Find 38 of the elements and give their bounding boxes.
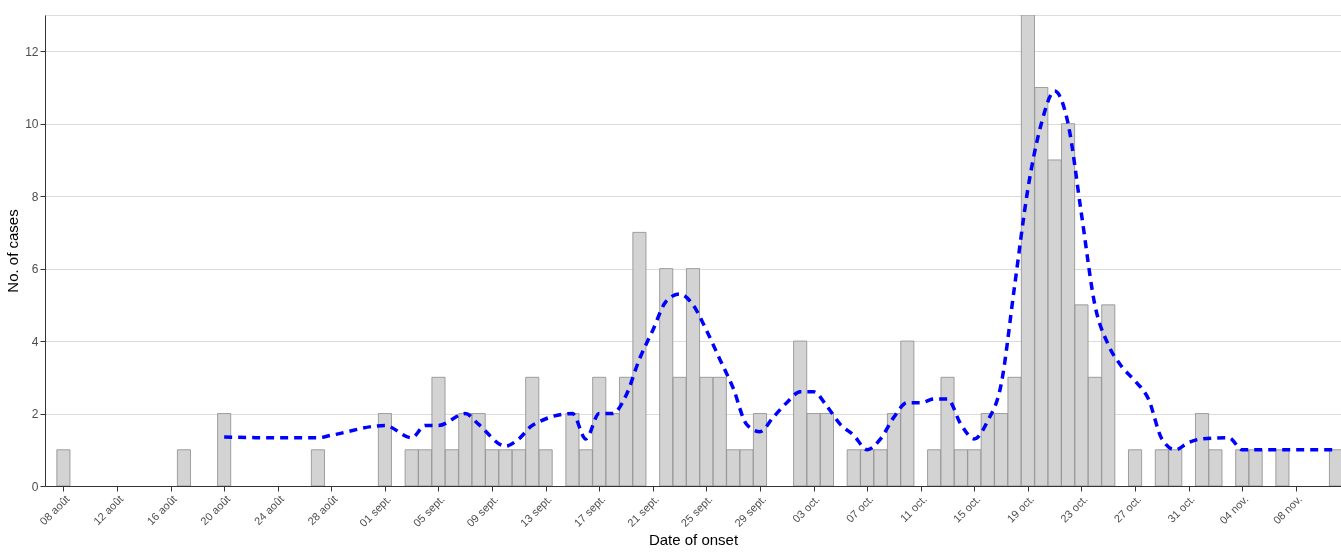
x-tick-label: 11 oct. <box>897 492 930 525</box>
x-tick-label: 31 oct. <box>1165 492 1197 525</box>
y-tick-label: 12 <box>25 44 39 59</box>
x-tick-label: 20 août <box>197 492 233 528</box>
x-tick-label: 25 sept. <box>678 492 715 529</box>
y-tick-label: 8 <box>31 189 39 204</box>
y-tick-label: 10 <box>25 117 39 132</box>
x-tick-label: 07 oct. <box>843 492 876 525</box>
x-tick-label: 01 sept. <box>357 492 394 529</box>
x-tick-label: 03 oct. <box>790 492 822 525</box>
x-tick-label: 21 sept. <box>624 492 662 529</box>
x-axis-title: Date of onset <box>648 530 739 548</box>
y-tick-label: 6 <box>31 262 39 277</box>
x-tick-label: 08 nov. <box>1270 492 1305 527</box>
y-tick-label: 0 <box>31 479 39 494</box>
x-tick-label: 09 sept. <box>464 492 501 529</box>
x-tick-label: 29 sept. <box>732 492 769 529</box>
x-tick-label: 15 oct. <box>950 492 983 525</box>
x-tick-label: 28 août <box>305 492 340 528</box>
bar <box>176 449 191 486</box>
x-tick-label: 13 sept. <box>517 492 554 529</box>
y-tick-label: 2 <box>31 407 39 422</box>
x-tick-label: 24 août <box>251 492 287 528</box>
bar <box>310 449 325 486</box>
y-tick-label: 4 <box>31 334 39 349</box>
x-tick-label: 04 nov. <box>1217 492 1251 527</box>
x-tick-label: 17 sept. <box>571 492 608 529</box>
bar <box>1275 449 1290 486</box>
x-tick-label: 27 oct. <box>1111 492 1144 525</box>
x-tick-label: 05 sept. <box>410 492 447 529</box>
x-tick-label: 19 oct. <box>1004 492 1037 525</box>
x-tick-label: 08 août <box>37 492 72 528</box>
bar <box>1128 449 1143 486</box>
bar <box>56 449 71 486</box>
x-tick-label: 23 oct. <box>1057 492 1090 525</box>
x-tick-label: 16 août <box>144 492 179 528</box>
x-tick-label: 12 août <box>90 492 126 528</box>
y-axis-title: No. of cases <box>4 209 22 293</box>
